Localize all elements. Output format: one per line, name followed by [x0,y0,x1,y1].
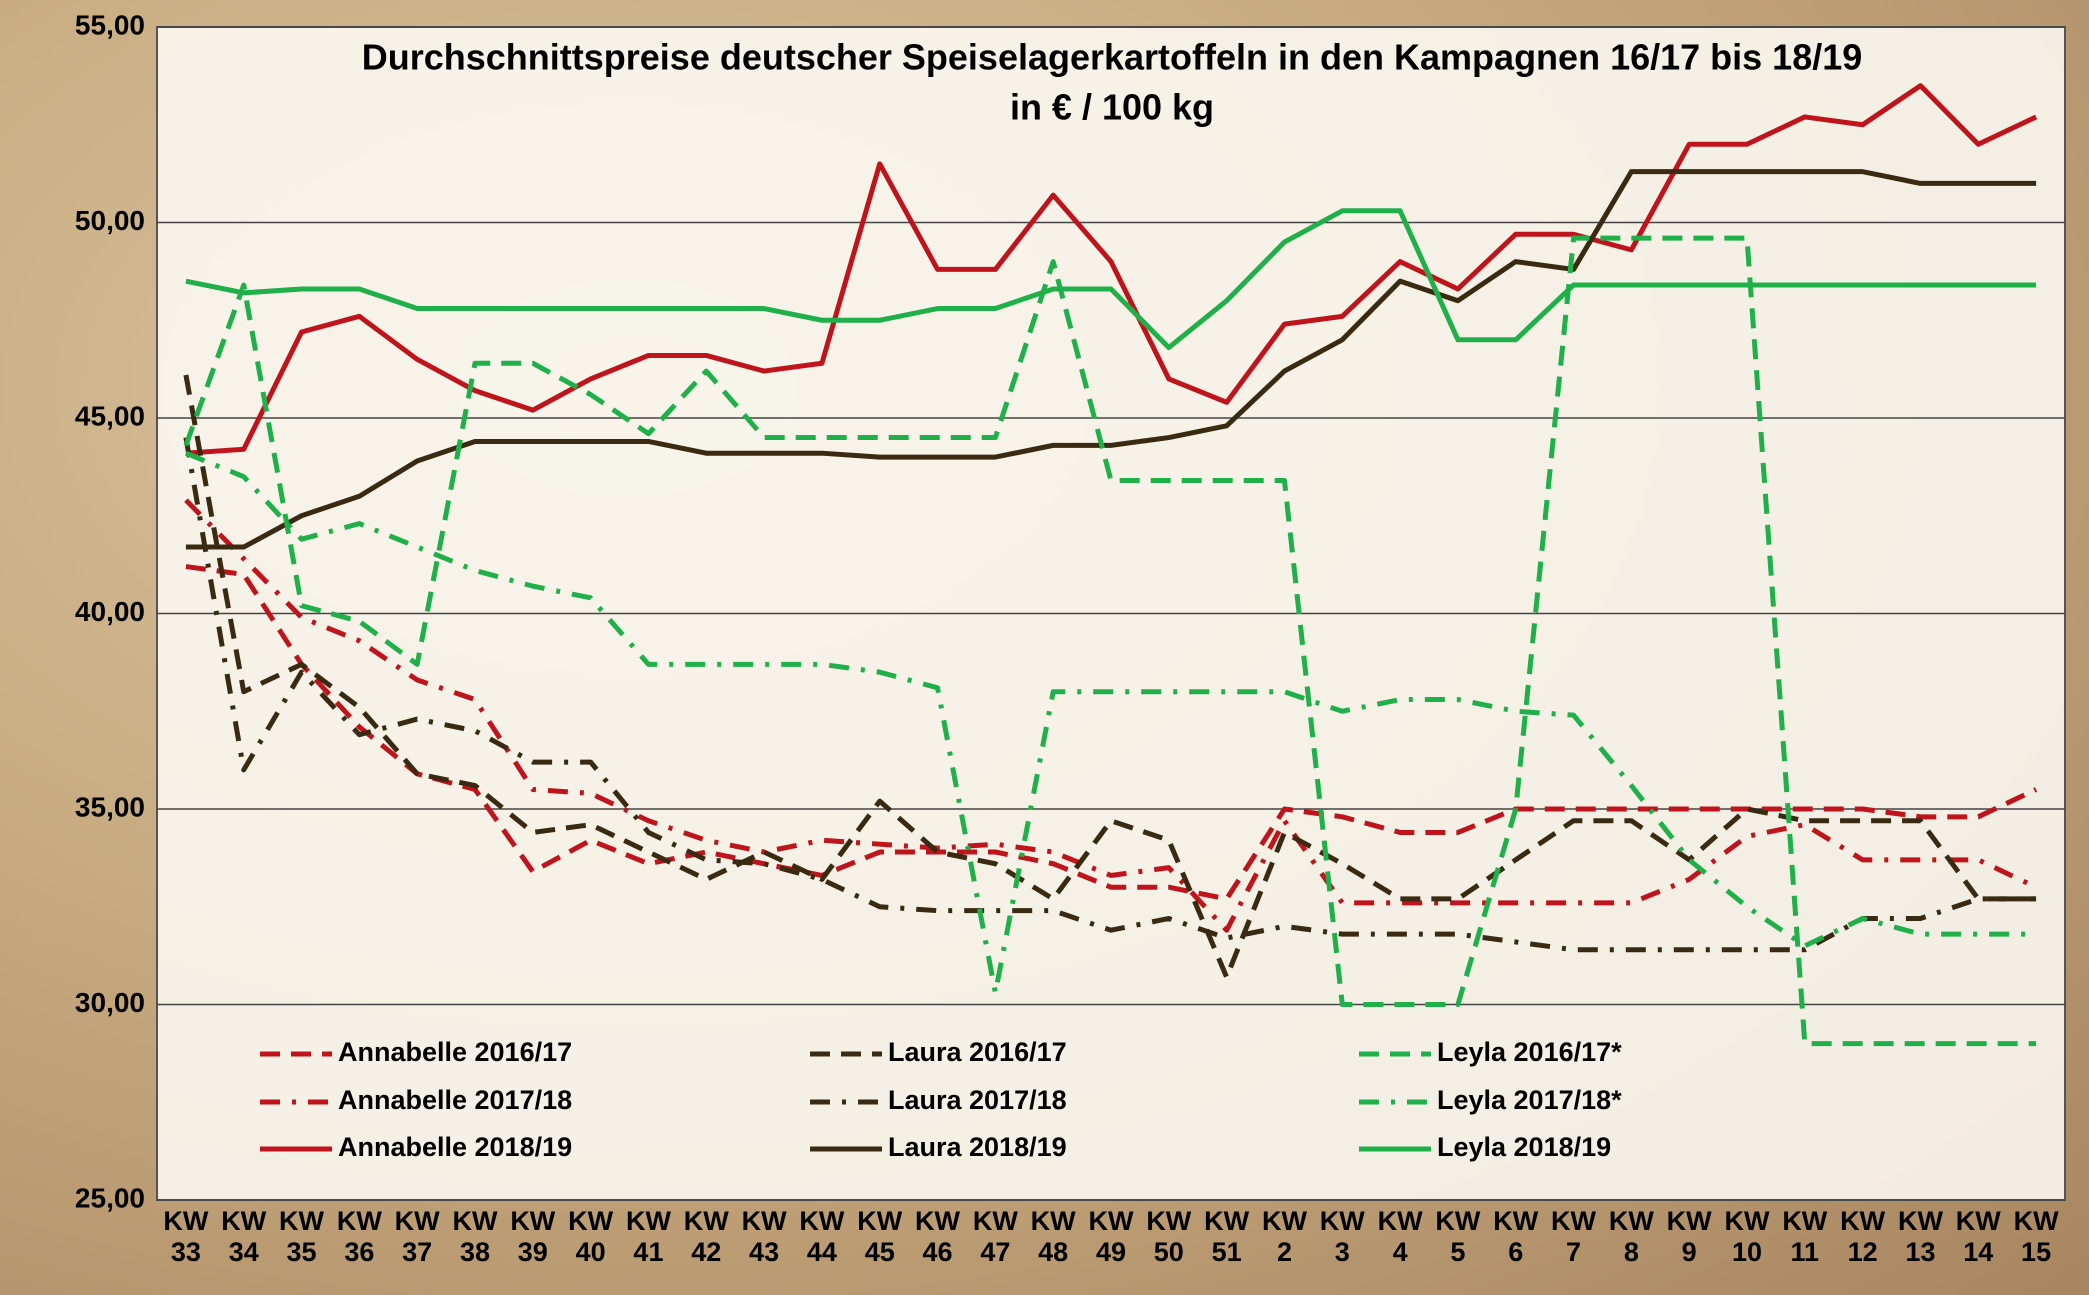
y-tick-label: 45,00 [75,400,145,431]
x-tick-label: KW 48 [1030,1206,1076,1267]
x-tick-label: KW 11 [1782,1206,1828,1267]
x-tick-label: KW 2 [1261,1206,1307,1267]
legend-label: Laura 2018/19 [888,1132,1067,1162]
x-tick-label: KW 39 [510,1206,556,1267]
series-line [185,564,2038,902]
x-tick-label: KW 8 [1608,1206,1654,1267]
x-tick-label: KW 6 [1493,1206,1539,1267]
x-tick-label: KW 47 [972,1206,1018,1267]
x-tick-label: KW 5 [1435,1206,1481,1267]
x-tick-label: KW 46 [915,1206,961,1267]
x-tick-label: KW 7 [1551,1206,1597,1267]
legend-label: Laura 2016/17 [888,1037,1067,1067]
x-tick-label: KW 50 [1146,1206,1192,1267]
x-tick-label: KW 40 [568,1206,614,1267]
legend-label: Laura 2017/18 [888,1085,1067,1115]
x-tick-label: KW 49 [1088,1206,1134,1267]
x-tick-label: KW 4 [1377,1206,1423,1267]
x-tick-label: KW 14 [1955,1206,2001,1267]
chart-subtitle: in € / 100 kg [1010,87,1214,128]
x-tick-label: KW 35 [279,1206,325,1267]
x-tick-label: KW 43 [741,1206,787,1267]
y-tick-label: 50,00 [75,205,145,236]
series-line [185,169,2037,550]
series-line [184,498,2038,933]
x-tick-label: KW 34 [221,1206,267,1267]
legend-label: Leyla 2018/19 [1437,1132,1611,1162]
x-tick-label: KW 51 [1204,1206,1250,1267]
series-line [183,437,2037,953]
x-tick-label: KW 38 [452,1206,498,1267]
legend-label: Leyla 2016/17* [1437,1037,1622,1067]
x-tick-label: KW 33 [163,1206,209,1267]
y-tick-label: 55,00 [75,9,145,40]
x-tick-label: KW 9 [1666,1206,1712,1267]
legend-label: Annabelle 2016/17 [338,1037,572,1067]
x-tick-label: KW 37 [394,1206,440,1267]
legend-label: Annabelle 2018/19 [338,1132,572,1162]
y-tick-label: 35,00 [75,791,145,822]
series-line [185,83,2038,456]
x-tick-label: KW 10 [1724,1206,1770,1267]
x-tick-label: KW 13 [1897,1206,1943,1267]
x-tick-label: KW 41 [625,1206,671,1267]
legend-label: Annabelle 2017/18 [338,1085,572,1115]
y-tick-label: 30,00 [75,987,145,1018]
x-tick-label: KW 36 [336,1206,382,1267]
x-tick-label: KW 45 [857,1206,903,1267]
x-tick-label: KW 12 [1840,1206,1886,1267]
series-line [183,374,2037,980]
x-tick-label: KW 44 [799,1206,845,1267]
y-tick-label: 40,00 [75,596,145,627]
y-tick-label: 25,00 [75,1182,145,1213]
series-line [183,235,2037,1047]
legend-label: Leyla 2017/18* [1437,1085,1622,1115]
x-tick-label: KW 42 [683,1206,729,1267]
series-line [185,208,2037,351]
x-tick-label: KW 15 [2013,1206,2059,1267]
chart-title: Durchschnittspreise deutscher Speiselage… [362,37,1863,78]
series-line [184,450,2037,996]
x-tick-label: KW 3 [1319,1206,1365,1267]
